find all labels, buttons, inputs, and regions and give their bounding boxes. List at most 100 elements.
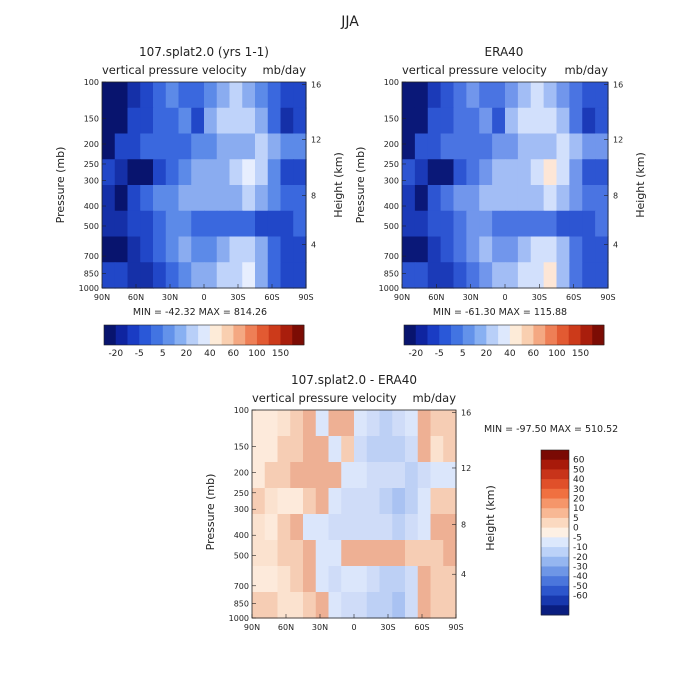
heatmap-cell: [178, 185, 192, 212]
heatmap-cell: [290, 462, 304, 489]
heatmap-cell: [264, 566, 279, 593]
heatmap-cell: [453, 262, 467, 289]
heatmap-cell: [267, 210, 282, 238]
heatmap-cell: [328, 436, 342, 463]
panel-b-subtitle-right: mb/day: [564, 63, 608, 77]
heatmap-cell: [303, 488, 317, 515]
y2-tick-label: 16: [461, 409, 471, 418]
panel-b-stats: MIN = -61.30 MAX = 115.88: [433, 307, 567, 318]
heatmap-cell: [277, 592, 291, 619]
heatmap-cell: [414, 133, 429, 160]
heatmap-cell: [165, 210, 180, 238]
y-tick-label: 100: [384, 78, 399, 87]
heatmap-cell: [582, 262, 596, 289]
y-tick-label: 700: [234, 582, 249, 591]
heatmap-cell: [440, 185, 455, 212]
heatmap-cell: [303, 462, 317, 489]
heatmap-cell: [366, 462, 381, 489]
heatmap-cell: [252, 592, 266, 619]
heatmap-cell: [252, 540, 266, 567]
heatmap-cell: [505, 133, 519, 160]
heatmap-cell: [277, 566, 291, 593]
heatmap-cell: [165, 236, 180, 263]
colorbar-swatch: [541, 498, 569, 509]
colorbar-label: 30: [573, 485, 585, 495]
y2-tick-label: 16: [311, 81, 321, 90]
heatmap-cell: [417, 566, 432, 593]
panel-b-subtitle-left: vertical pressure velocity: [402, 63, 547, 77]
heatmap-cell: [165, 262, 180, 289]
colorbar-swatch: [427, 325, 440, 345]
heatmap-cell: [402, 185, 416, 212]
heatmap-cell: [479, 107, 493, 135]
heatmap-cell: [255, 210, 269, 238]
heatmap-cell: [102, 262, 116, 289]
heatmap-cell: [153, 107, 167, 135]
heatmap-cell: [264, 488, 279, 515]
heatmap-cell: [466, 133, 480, 160]
y-tick-label: 850: [84, 269, 99, 278]
heatmap-cell: [328, 566, 342, 593]
y2-tick-label: 16: [613, 81, 623, 90]
colorbar-swatch: [127, 325, 140, 345]
heatmap-cell: [543, 210, 558, 238]
heatmap-cell: [543, 82, 558, 109]
heatmap-cell: [354, 566, 368, 593]
heatmap-cell: [492, 107, 506, 135]
heatmap-cell: [392, 436, 406, 463]
heatmap-cell: [229, 82, 243, 109]
x-tick-label: 60N: [278, 623, 294, 632]
heatmap-cell: [293, 236, 307, 263]
heatmap-cell: [191, 133, 205, 160]
x-tick-label: 30N: [463, 293, 479, 302]
heatmap-cell: [277, 436, 291, 463]
y-tick-label: 700: [384, 252, 399, 261]
colorbar-swatch: [486, 325, 499, 345]
heatmap-cell: [402, 82, 416, 109]
heatmap-cell: [582, 159, 596, 186]
heatmap-cell: [530, 185, 545, 212]
heatmap-cell: [405, 540, 419, 567]
heatmap-cell: [505, 262, 519, 289]
heatmap-cell: [466, 236, 480, 263]
colorbar-swatch: [162, 325, 175, 345]
colorbar-swatch: [404, 325, 417, 345]
heatmap-cell: [443, 566, 457, 593]
colorbar-label: -20: [573, 553, 588, 563]
heatmap-cell: [290, 540, 304, 567]
heatmap-cell: [178, 82, 192, 109]
heatmap-cell: [505, 236, 519, 263]
heatmap-cell: [366, 514, 381, 541]
heatmap-cell: [242, 210, 256, 238]
heatmap-cell: [216, 82, 231, 109]
heatmap-cell: [440, 82, 455, 109]
heatmap-cell: [140, 107, 154, 135]
heatmap-cell: [293, 185, 307, 212]
heatmap-cell: [127, 82, 141, 109]
heatmap-cell: [204, 133, 218, 160]
heatmap-cell: [492, 236, 506, 263]
heatmap-cell: [505, 185, 519, 212]
heatmap-cell: [379, 436, 393, 463]
heatmap-cell: [453, 159, 467, 186]
heatmap-cell: [582, 236, 596, 263]
heatmap-cell: [204, 185, 218, 212]
panel-b-title: ERA40: [485, 45, 524, 59]
heatmap-cell: [303, 514, 317, 541]
heatmap-cell: [440, 236, 455, 263]
heatmap-cell: [543, 107, 558, 135]
heatmap-cell: [440, 133, 455, 160]
heatmap-cell: [114, 107, 129, 135]
panel-a-subtitle-left: vertical pressure velocity: [102, 63, 247, 77]
colorbar-label: 5: [573, 514, 579, 524]
panel-a-title: 107.splat2.0 (yrs 1-1): [139, 45, 269, 59]
colorbar-label: 40: [504, 349, 516, 359]
y-tick-label: 150: [384, 114, 399, 123]
heatmap-cell: [543, 133, 558, 160]
heatmap-cell: [492, 185, 506, 212]
colorbar-swatch: [533, 325, 546, 345]
colorbar-swatch: [256, 325, 270, 345]
heatmap-cell: [102, 107, 116, 135]
y-tick-label: 400: [234, 531, 249, 540]
